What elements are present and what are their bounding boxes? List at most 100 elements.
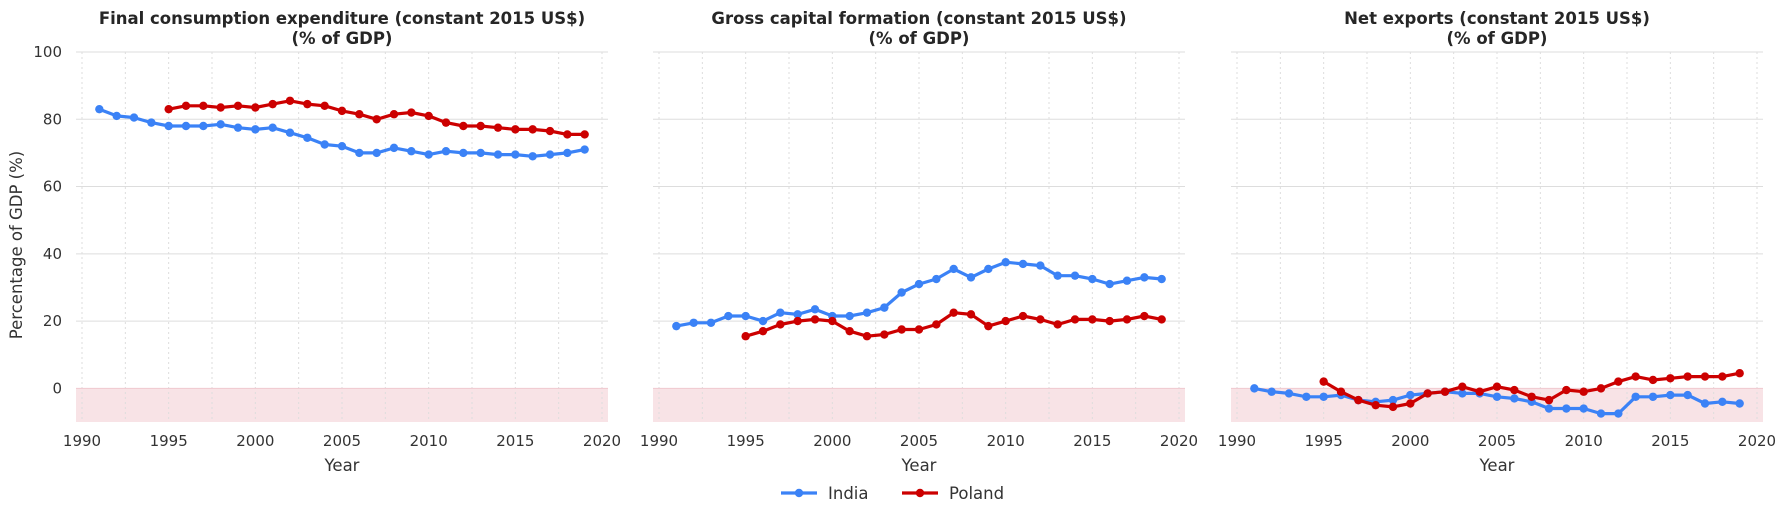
- panel-title: Final consumption expenditure (constant …: [99, 9, 585, 28]
- x-tick-label: 2020: [1160, 432, 1198, 450]
- data-point-poland: [1070, 315, 1080, 324]
- x-tick-label: 1995: [150, 432, 188, 450]
- data-point-poland: [1596, 384, 1606, 393]
- data-point-india: [1406, 390, 1415, 400]
- panel-2: 1990 1995 2000 2005 2010 2015 2020 Year Gross ca…: [640, 9, 1198, 475]
- x-tick-label: 2005: [900, 432, 938, 450]
- data-point-india: [1458, 389, 1467, 398]
- x-tick-label: 2010: [1565, 432, 1603, 450]
- data-point-poland: [493, 123, 503, 132]
- data-point-poland: [1157, 315, 1166, 324]
- data-point-india: [389, 143, 399, 153]
- data-point-poland: [268, 99, 277, 109]
- data-point-india: [1735, 399, 1744, 408]
- y-tick-label: 100: [33, 43, 62, 61]
- data-point-india: [1631, 392, 1640, 401]
- data-point-india: [337, 141, 347, 151]
- x-tick-label: 2015: [1651, 432, 1689, 450]
- data-point-india: [303, 133, 312, 142]
- data-point-poland: [1458, 382, 1467, 391]
- data-point-india: [862, 308, 872, 317]
- data-point-poland: [1319, 377, 1328, 386]
- data-point-poland: [828, 316, 837, 326]
- data-point-poland: [407, 108, 416, 117]
- data-point-india: [528, 152, 537, 161]
- panel-title-subtitle: (% of GDP): [292, 29, 393, 48]
- data-point-poland: [563, 130, 572, 139]
- data-point-india: [1544, 404, 1554, 413]
- data-point-india: [1319, 392, 1328, 401]
- x-tick-label: 2005: [323, 432, 361, 450]
- data-point-india: [129, 113, 139, 122]
- x-tick-label: 2000: [813, 432, 851, 450]
- data-point-india: [932, 274, 941, 284]
- data-point-poland: [793, 316, 802, 326]
- data-point-poland: [1648, 375, 1658, 385]
- data-point-poland: [1018, 311, 1028, 321]
- x-axis-label: Year: [1479, 456, 1515, 475]
- data-point-poland: [1122, 315, 1132, 324]
- data-point-india: [689, 318, 698, 327]
- data-point-poland: [984, 321, 993, 331]
- data-point-poland: [320, 101, 329, 111]
- data-point-india: [1614, 409, 1623, 418]
- x-tick-label: 2015: [1073, 432, 1111, 450]
- data-point-india: [320, 140, 329, 149]
- data-point-poland: [1527, 392, 1536, 401]
- data-point-poland: [1406, 399, 1415, 408]
- x-axis-label: Year: [324, 456, 360, 475]
- data-point-india: [476, 148, 485, 158]
- data-point-india: [1088, 274, 1097, 284]
- x-tick-label: 1995: [727, 432, 765, 450]
- y-tick-label: 80: [43, 110, 62, 128]
- x-tick-label: 2015: [496, 432, 534, 450]
- data-point-india: [1001, 258, 1010, 267]
- data-point-india: [199, 121, 208, 131]
- data-point-poland: [511, 125, 520, 134]
- data-point-poland: [1492, 382, 1502, 391]
- data-point-poland: [1718, 372, 1727, 381]
- data-point-india: [966, 273, 976, 282]
- legend-marker-poland: [915, 488, 925, 498]
- data-point-poland: [758, 326, 768, 336]
- x-tick-label: 2005: [1478, 432, 1516, 450]
- data-point-poland: [810, 315, 820, 324]
- data-point-india: [724, 311, 733, 321]
- panel-title-subtitle: (% of GDP): [869, 29, 970, 48]
- data-point-india: [1157, 274, 1166, 284]
- data-point-india: [672, 321, 681, 331]
- data-point-india: [372, 148, 381, 158]
- data-point-india: [459, 148, 468, 158]
- x-tick-label: 2010: [987, 432, 1025, 450]
- data-point-india: [1070, 271, 1080, 280]
- data-point-india: [147, 118, 156, 127]
- data-point-india: [1140, 273, 1149, 282]
- legend-label-india: India: [828, 484, 869, 503]
- data-point-poland: [1053, 320, 1062, 329]
- data-point-poland: [1105, 316, 1114, 326]
- data-point-india: [511, 150, 520, 159]
- data-point-india: [545, 150, 555, 159]
- data-point-india: [880, 303, 889, 312]
- x-tick-label: 2000: [1391, 432, 1429, 450]
- data-point-india: [1510, 394, 1519, 403]
- data-point-india: [407, 147, 416, 156]
- data-point-poland: [181, 101, 191, 111]
- data-point-poland: [216, 103, 225, 112]
- panel-title-subtitle: (% of GDP): [1447, 29, 1548, 48]
- data-point-india: [1700, 399, 1710, 408]
- data-point-poland: [424, 111, 433, 121]
- data-point-poland: [897, 325, 906, 334]
- data-point-poland: [441, 118, 451, 127]
- data-point-poland: [932, 320, 941, 329]
- chart-panels: 0 20 40 60 80 100 1990 1995 2000 2005 2010 2015 2020…: [33, 9, 1776, 475]
- data-point-poland: [1140, 311, 1149, 321]
- y-axis-label: Percentage of GDP (%): [7, 151, 26, 339]
- data-point-poland: [251, 103, 260, 112]
- data-point-poland: [1510, 385, 1519, 395]
- data-point-india: [493, 150, 503, 159]
- data-point-india: [1036, 261, 1045, 270]
- x-tick-label: 2020: [1738, 432, 1776, 450]
- data-point-india: [1388, 395, 1398, 405]
